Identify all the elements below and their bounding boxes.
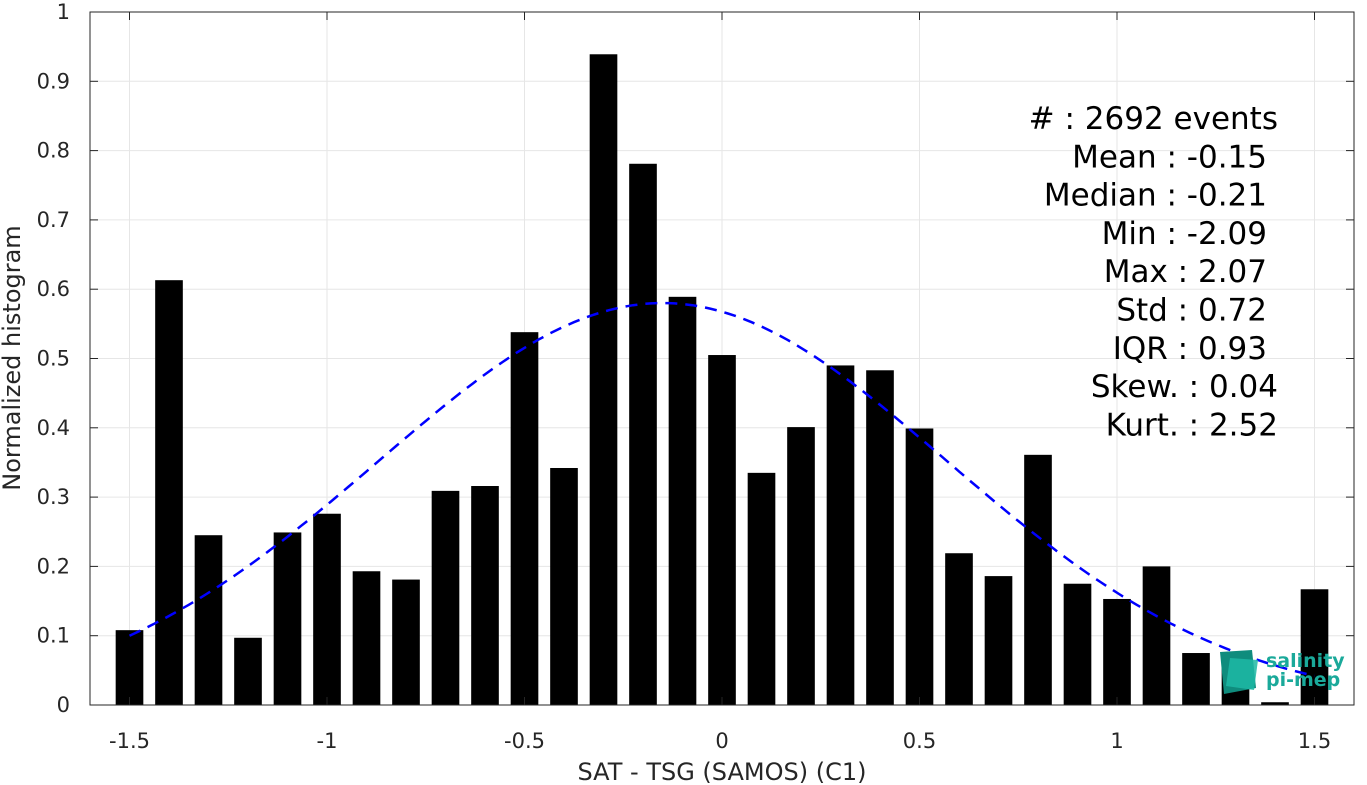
histogram-bar-21: [945, 553, 973, 705]
x-tick-label-6: 1.5: [1298, 729, 1331, 753]
histogram-bar-29: [1261, 702, 1289, 705]
y-tick-label-2: 0.2: [37, 554, 70, 578]
histogram-bar-15: [708, 355, 736, 705]
histogram-bar-5: [313, 513, 341, 705]
histogram-bar-7: [392, 579, 420, 705]
salinity-pimep-logo: salinity pi-mep: [1220, 650, 1345, 694]
histogram-bar-4: [273, 532, 302, 705]
logo-line1: salinity: [1266, 650, 1345, 672]
x-tick-label-3: 0: [715, 729, 728, 753]
histogram-bar-23: [1024, 454, 1052, 705]
y-tick-label-7: 0.7: [37, 208, 70, 232]
stat-line-4: Max : 2.07: [1104, 254, 1267, 290]
histogram-bar-10: [510, 332, 539, 705]
x-tick-label-1: -1: [317, 729, 338, 753]
x-tick-labels: -1.5 -1 -0.5 0 0.5 1 1.5: [109, 729, 1331, 753]
y-tick-label-6: 0.6: [37, 277, 70, 301]
histogram-bar-17: [787, 427, 815, 705]
stat-line-6: IQR : 0.93: [1113, 331, 1267, 367]
histogram-bar-2: [194, 535, 223, 705]
x-axis-title: SAT - TSG (SAMOS) (C1): [578, 758, 867, 785]
histogram-bar-19: [866, 370, 894, 705]
histogram-bar-3: [234, 637, 262, 705]
histogram-bar-22: [984, 576, 1013, 705]
stat-line-0: # : 2692 events: [1029, 101, 1278, 137]
histogram-bar-11: [550, 467, 578, 705]
y-tick-label-8: 0.8: [37, 139, 70, 163]
gaussian-fit-curve: [128, 301, 1315, 678]
x-tick-label-0: -1.5: [109, 729, 150, 753]
stat-line-5: Std : 0.72: [1116, 293, 1267, 329]
tick-marks: [90, 11, 1354, 706]
y-tick-label-10: 1: [57, 0, 70, 24]
stat-line-2: Median : -0.21: [1044, 178, 1267, 214]
stat-line-7: Skew. : 0.04: [1091, 369, 1278, 405]
histogram-bar-12: [589, 54, 618, 705]
histogram-bar-16: [747, 472, 776, 705]
histogram-bar-6: [352, 571, 381, 705]
histogram-bar-25: [1103, 598, 1131, 705]
y-tick-label-0: 0: [57, 693, 70, 717]
histogram-bar-0: [115, 630, 144, 705]
x-tick-label-5: 1: [1110, 729, 1123, 753]
y-axis-title: Normalized histogram: [0, 225, 26, 490]
y-tick-label-1: 0.1: [37, 624, 70, 648]
y-tick-label-5: 0.5: [37, 347, 70, 371]
histogram-bar-27: [1182, 653, 1210, 705]
logo-line2: pi-mep: [1266, 669, 1340, 691]
y-tick-label-4: 0.4: [37, 416, 70, 440]
histogram-bar-14: [668, 296, 697, 705]
histogram-bar-18: [826, 365, 855, 705]
x-tick-label-4: 0.5: [903, 729, 936, 753]
histogram-bar-13: [629, 163, 657, 706]
histogram-bar-20: [905, 428, 934, 705]
y-tick-label-9: 0.9: [37, 69, 70, 93]
stat-line-8: Kurt. : 2.52: [1106, 407, 1278, 443]
histogram-bar-24: [1063, 583, 1092, 705]
y-tick-label-3: 0.3: [37, 485, 70, 509]
histogram-bar-8: [431, 490, 460, 705]
histogram-bar-30: [1300, 589, 1329, 705]
x-tick-label-2: -0.5: [504, 729, 545, 753]
stat-line-3: Min : -2.09: [1102, 216, 1267, 252]
logo-mark-front: [1226, 658, 1258, 690]
histogram-bar-9: [471, 486, 499, 705]
histogram-bar-1: [155, 280, 183, 705]
bars: [115, 54, 1329, 706]
stat-line-1: Mean : -0.15: [1072, 139, 1267, 175]
y-tick-labels: 0 0.1 0.2 0.3 0.4 0.5 0.6 0.7 0.8 0.9 1: [37, 0, 70, 717]
histogram-bar-26: [1142, 566, 1171, 705]
